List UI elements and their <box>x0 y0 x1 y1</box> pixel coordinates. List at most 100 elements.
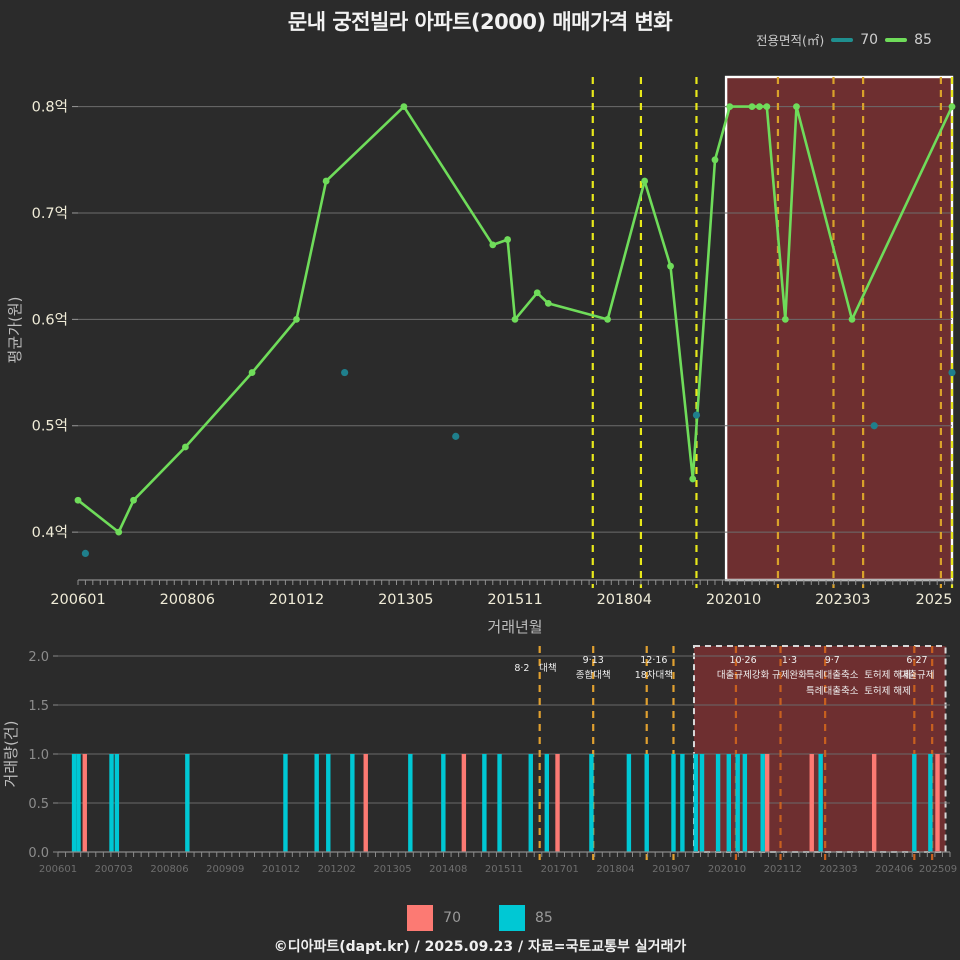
bar-70 <box>935 754 940 852</box>
x-tick-label: 2025 <box>916 592 953 608</box>
y-tick-label: 0.4억 <box>32 524 68 541</box>
annotation-date: 12·16 <box>640 655 667 666</box>
annotation-date: 6·27 <box>906 655 927 666</box>
x-tick-label: 201305 <box>378 592 433 608</box>
annotation-date: 8·2 <box>514 663 529 674</box>
bar-85 <box>497 754 502 852</box>
annotation-text: 대책 <box>539 663 556 674</box>
data-point-70 <box>948 368 956 377</box>
y-tick-label: 0.6억 <box>32 311 68 328</box>
bar-85 <box>76 754 81 852</box>
bar-85 <box>528 754 533 852</box>
annotation-text: 18차대책 <box>635 669 673 681</box>
x-tick-label: 202010 <box>708 864 746 875</box>
data-point-85 <box>533 289 541 297</box>
bar-85 <box>760 754 765 852</box>
bar-85 <box>544 754 550 852</box>
data-point-85 <box>293 315 300 323</box>
top-legend: 전용면적(㎡) 70 85 <box>756 30 932 49</box>
bar-85 <box>185 754 190 852</box>
data-point-85 <box>689 475 697 483</box>
data-point-85 <box>181 443 189 451</box>
legend-swatch-70 <box>831 37 854 42</box>
x-tick-label: 200703 <box>95 864 133 875</box>
x-tick-label: 201511 <box>485 864 523 875</box>
annotation-text: 토허제 해제 <box>864 685 911 697</box>
data-point-85 <box>756 103 763 110</box>
bar-85 <box>314 754 319 852</box>
x-tick-label: 200601 <box>39 864 77 875</box>
data-point-70 <box>452 432 460 440</box>
bar-85 <box>283 754 288 852</box>
bar-85 <box>326 754 331 852</box>
bar-85 <box>114 754 120 852</box>
bar-70 <box>82 754 87 852</box>
bar-85 <box>589 754 594 852</box>
bar-85 <box>928 754 933 852</box>
data-point-85 <box>748 103 756 110</box>
x-tick-label: 200806 <box>150 864 188 875</box>
annotation-date: 9·13 <box>583 655 604 666</box>
bar-85 <box>71 754 77 852</box>
legend-title: 전용면적(㎡) <box>756 33 825 48</box>
bar-85 <box>408 754 413 852</box>
annotation-text: 특례대출축소 <box>806 670 859 681</box>
annotation-text: 특례대출축소 <box>806 686 859 697</box>
footer-credit: ©디아파트(dapt.kr) / 2025.09.23 / 자료=국토교통부 실… <box>273 939 687 955</box>
bar-70 <box>809 754 814 852</box>
bar-70 <box>764 754 770 852</box>
y-tick-label: 0.8억 <box>32 99 68 116</box>
highlight-region <box>726 77 952 580</box>
y-axis-label: 평균가(원) <box>6 297 24 364</box>
annotation-text: 종합대책 <box>576 670 611 681</box>
bar-85 <box>699 754 705 852</box>
annotation-text: 대출규제강화 <box>717 670 770 681</box>
x-tick-label: 201804 <box>597 592 652 608</box>
bottom-legend-label-70: 70 <box>443 910 461 926</box>
bar-70 <box>363 754 368 852</box>
bar-70 <box>461 754 467 852</box>
x-tick-label: 202112 <box>764 864 802 875</box>
page-title: 문내 궁전빌라 아파트(2000) 매매가격 변화 <box>287 10 673 34</box>
data-point-85 <box>667 262 674 270</box>
x-tick-label: 201701 <box>541 864 579 875</box>
data-point-85 <box>641 177 649 185</box>
bottom-legend-label-85: 85 <box>535 910 553 926</box>
data-point-85 <box>793 103 800 110</box>
data-point-85 <box>400 103 408 110</box>
legend-swatch-85 <box>885 37 908 42</box>
x-tick-label: 200601 <box>50 592 105 608</box>
annotation-text: 대출규제 <box>900 670 935 681</box>
annotation-text: 규제완화 <box>772 670 807 681</box>
data-point-85 <box>130 496 137 504</box>
data-point-70 <box>341 368 349 377</box>
y-tick-label: 0.0 <box>28 846 49 861</box>
data-point-85 <box>74 496 82 504</box>
y-tick-label: 1.0 <box>28 748 49 763</box>
bar-85 <box>671 754 676 852</box>
x-tick-label: 201012 <box>262 864 300 875</box>
annotation-date: 9·7 <box>825 655 840 666</box>
legend-label-85: 85 <box>914 31 932 48</box>
y-axis-label: 거래량(건) <box>2 721 20 788</box>
data-point-85 <box>322 177 330 185</box>
bottom-legend-swatch-85 <box>499 905 525 931</box>
y-tick-label: 0.5억 <box>32 418 68 435</box>
x-tick-label: 201907 <box>652 864 690 875</box>
bar-70 <box>555 754 560 852</box>
data-point-85 <box>511 315 519 323</box>
price-line-chart: 0.4억 0.5억 0.6억 0.7억 0.8억 200601 200806 201012 20… <box>6 75 956 635</box>
bar-85 <box>818 754 823 852</box>
data-point-70 <box>870 422 878 430</box>
data-point-85 <box>248 369 256 376</box>
bar-85 <box>644 754 649 852</box>
data-point-85 <box>489 241 497 249</box>
data-point-85 <box>848 315 856 323</box>
bar-85 <box>912 754 917 852</box>
bar-85 <box>742 754 748 852</box>
x-tick-label: 201804 <box>596 864 634 875</box>
data-point-85 <box>781 315 789 323</box>
y-tick-label: 0.5 <box>28 797 49 812</box>
legend-label-70: 70 <box>860 31 879 48</box>
